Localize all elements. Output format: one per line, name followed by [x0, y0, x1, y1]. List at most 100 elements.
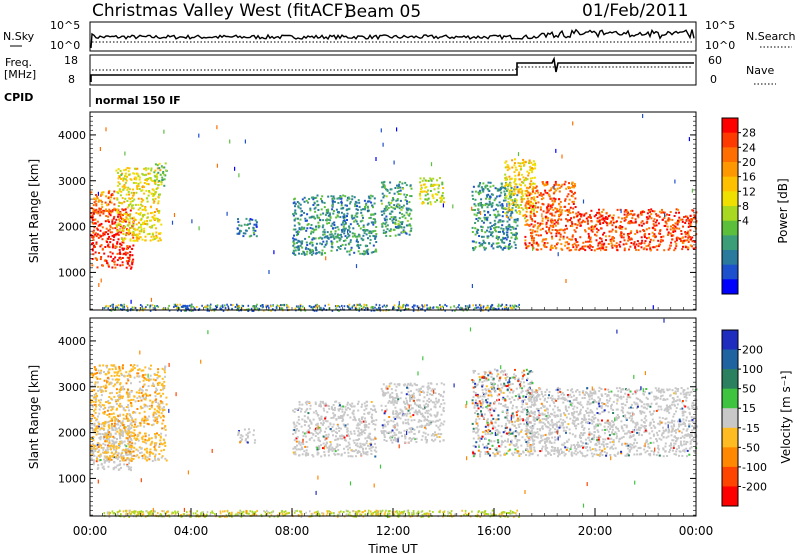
- power-echo-10: [541, 222, 544, 225]
- power-echo-0: [99, 245, 102, 248]
- power-echo-11: [578, 249, 581, 252]
- power-echo-11: [583, 220, 586, 223]
- power-echo-5: [307, 248, 310, 250]
- velocity-echo-1: [105, 366, 108, 369]
- velocity-echo-0: [104, 459, 107, 462]
- power-echo-8: [483, 246, 485, 249]
- power-echo-10: [550, 232, 553, 235]
- power-echo-10: [541, 217, 544, 220]
- power-sparse-echo: [216, 163, 218, 168]
- velocity-echo-1: [146, 439, 149, 442]
- power-echo-8: [487, 193, 490, 196]
- velocity-echo-1: [162, 385, 165, 387]
- power-ground-scatter: [213, 309, 216, 312]
- power-echo-10: [542, 182, 544, 185]
- power-echo-8: [516, 219, 519, 222]
- power-echo-4: [239, 230, 242, 233]
- power-echo-8: [492, 209, 495, 212]
- power-ground-scatter: [399, 306, 402, 309]
- power-echo-2: [132, 221, 135, 223]
- power-echo-0: [109, 238, 112, 240]
- power-echo-6: [397, 220, 400, 223]
- power-ground-scatter: [457, 306, 459, 309]
- power-echo-10: [541, 219, 544, 222]
- power-echo-8: [506, 220, 509, 223]
- power-echo-11: [687, 236, 690, 239]
- velocity-echo-1: [94, 403, 97, 406]
- power-ground-scatter: [173, 306, 175, 308]
- velocity-echo-1: [154, 395, 157, 398]
- power-echo-8: [507, 227, 510, 230]
- power-echo-10: [553, 200, 556, 202]
- power-echo-2: [143, 192, 146, 195]
- velocity-echo-1: [103, 379, 106, 382]
- power-echo-2: [133, 234, 136, 236]
- power-echo-10: [557, 217, 560, 220]
- power-echo-2: [132, 207, 135, 210]
- power-echo-10: [529, 210, 532, 213]
- power-echo-5: [333, 210, 335, 212]
- power-echo-6: [410, 229, 413, 232]
- power-echo-0: [113, 263, 116, 266]
- power-echo-9: [512, 201, 515, 204]
- velocity-echo-1: [116, 371, 119, 374]
- power-echo-2: [135, 177, 138, 179]
- power-echo-11: [624, 227, 627, 230]
- power-echo-9: [518, 213, 521, 215]
- power-echo-1: [107, 197, 110, 200]
- power-echo-10: [574, 230, 577, 233]
- velocity-echo-1: [106, 457, 108, 460]
- power-ground-scatter: [323, 308, 325, 310]
- power-echo-7: [436, 199, 438, 202]
- velocity-echo-1: [117, 446, 120, 449]
- power-ground-scatter: [155, 308, 157, 311]
- power-echo-6: [393, 207, 396, 210]
- velocity-echo-1: [93, 366, 96, 369]
- velocity-echo-0: [98, 436, 101, 439]
- power-echo-11: [588, 235, 590, 238]
- power-echo-6: [386, 208, 389, 211]
- power-echo-7: [420, 186, 423, 189]
- power-echo-5: [311, 215, 314, 218]
- power-sparse-echo: [105, 127, 107, 132]
- power-echo-1: [101, 206, 104, 209]
- power-echo-5: [308, 216, 311, 219]
- power-echo-10: [561, 209, 564, 212]
- power-echo-0: [103, 233, 106, 236]
- power-echo-9: [506, 163, 509, 166]
- power-echo-11: [595, 239, 598, 242]
- power-echo-11: [575, 212, 578, 215]
- velocity-echo-1: [141, 374, 144, 377]
- power-echo-11: [634, 246, 637, 249]
- power-echo-2: [145, 169, 148, 172]
- velocity-echo-3: [347, 448, 350, 451]
- power-echo-11: [681, 240, 684, 243]
- power-echo-11: [666, 228, 669, 231]
- power-echo-8: [511, 233, 514, 236]
- power-echo-8: [479, 243, 482, 246]
- power-echo-6: [408, 233, 411, 236]
- velocity-echo-1: [127, 428, 130, 431]
- power-echo-7: [441, 194, 444, 197]
- power-echo-11: [609, 221, 612, 224]
- velocity-echo-1: [127, 406, 130, 409]
- power-ground-scatter: [472, 304, 475, 307]
- velocity-echo-1: [94, 399, 97, 402]
- velocity-echo-3: [363, 452, 365, 455]
- power-echo-5: [337, 233, 340, 236]
- power-echo-6: [401, 215, 404, 218]
- power-echo-11: [628, 213, 631, 216]
- power-echo-5: [306, 213, 309, 216]
- power-echo-2: [128, 220, 131, 223]
- power-echo-10: [564, 244, 567, 247]
- velocity-echo-1: [158, 392, 161, 395]
- power-echo-10: [525, 210, 528, 213]
- power-echo-4: [249, 218, 252, 221]
- power-echo-2: [143, 230, 146, 232]
- power-echo-0: [104, 220, 107, 223]
- velocity-echo-0: [102, 429, 105, 431]
- velocity-echo-1: [126, 378, 129, 380]
- power-echo-10: [550, 206, 553, 209]
- power-echo-6: [398, 207, 401, 210]
